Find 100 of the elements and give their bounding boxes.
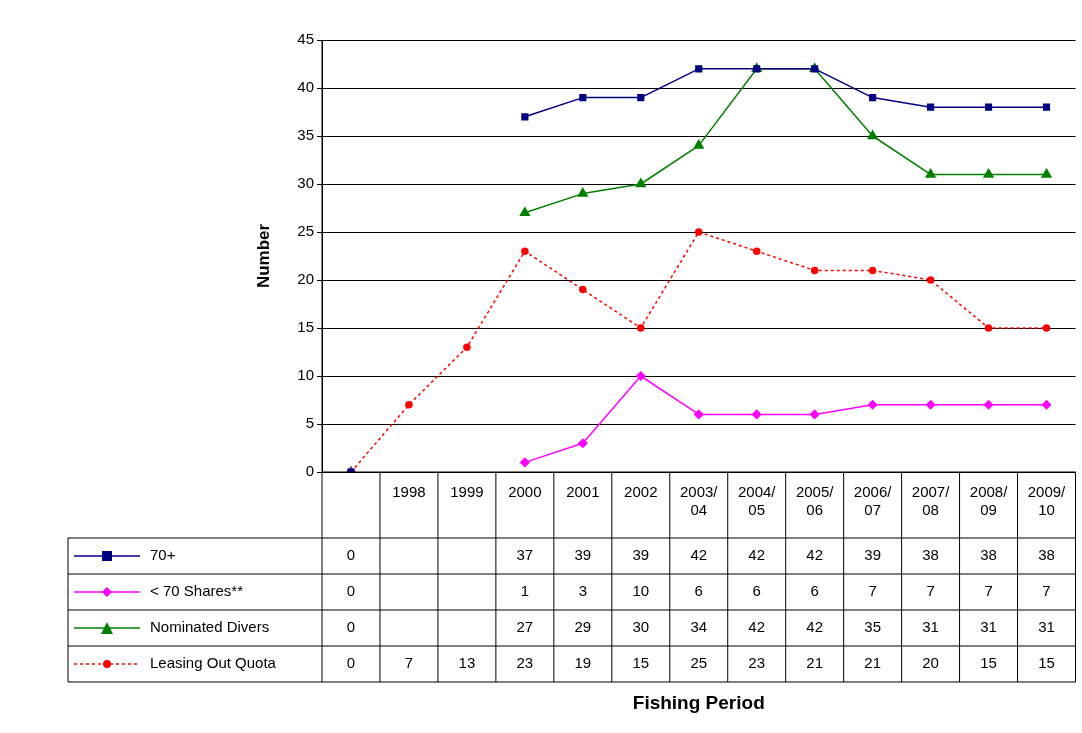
x-tick-label: 1999 [450, 483, 484, 501]
point [984, 324, 993, 332]
point [751, 409, 762, 420]
point [578, 438, 588, 448]
point [579, 285, 587, 294]
legend-label: < 70 Shares** [150, 582, 244, 600]
x-tick-label: 2004/05 [737, 483, 777, 519]
point [867, 400, 878, 410]
point [519, 207, 530, 217]
data-label: 31 [922, 618, 939, 636]
point [869, 94, 877, 102]
data-label: 6 [752, 582, 761, 600]
data-label: 6 [810, 582, 819, 600]
data-label: 42 [748, 618, 766, 636]
data-label: 42 [806, 618, 824, 636]
x-tick-label: 2007/08 [911, 483, 951, 519]
y-tick-label: 25 [297, 222, 314, 240]
data-label: 3 [578, 582, 587, 600]
point [521, 247, 529, 255]
y-tick-label: 15 [297, 318, 314, 336]
data-label: 37 [516, 546, 534, 564]
legend-label: 70+ [150, 546, 176, 564]
data-label: 27 [516, 618, 534, 636]
data-label: 23 [516, 654, 534, 672]
data-label: 29 [574, 618, 592, 636]
point [1041, 168, 1052, 178]
point [637, 324, 645, 332]
x-tick-label: 2006/07 [853, 483, 893, 519]
y-tick-label: 30 [297, 174, 314, 192]
point [695, 228, 703, 236]
data-label: 21 [864, 654, 881, 672]
x-tick-label: 2008/09 [969, 483, 1009, 519]
x-tick-label: 2009/10 [1027, 483, 1067, 519]
data-label: 6 [694, 582, 703, 600]
data-label: 13 [458, 654, 476, 672]
point [579, 94, 587, 102]
x-tick-label: 2003/04 [679, 483, 719, 519]
data-label: 23 [748, 654, 766, 672]
data-label: 25 [690, 654, 708, 672]
point [521, 113, 529, 121]
point [868, 266, 877, 275]
data-label: 30 [632, 618, 650, 636]
data-label: 20 [922, 654, 939, 672]
y-tick-label: 45 [297, 30, 314, 48]
point [1041, 400, 1052, 410]
point [636, 371, 646, 381]
x-tick-label: 2000 [508, 483, 542, 501]
point [925, 400, 936, 410]
point [867, 130, 878, 140]
data-label: 39 [632, 546, 650, 564]
data-label: 39 [574, 546, 592, 564]
point [752, 247, 761, 255]
data-label: 38 [980, 546, 997, 564]
point [694, 409, 704, 420]
x-tick-label: 1998 [392, 483, 426, 501]
y-tick-label: 10 [297, 366, 314, 384]
legend-label: Nominated Divers [150, 618, 270, 636]
data-label: 7 [1042, 582, 1051, 600]
data-label: 19 [574, 654, 592, 672]
y-tick-label: 20 [297, 270, 314, 288]
point [463, 343, 471, 351]
point [577, 187, 588, 197]
data-label: 34 [690, 618, 708, 636]
point [635, 178, 646, 188]
data-label: 42 [806, 546, 824, 564]
point [520, 457, 530, 468]
data-label: 0 [346, 546, 356, 564]
data-label: 0 [346, 654, 356, 672]
point [810, 266, 819, 275]
data-label: 15 [632, 654, 650, 672]
data-label: 21 [806, 654, 824, 672]
text: Fishing Period [632, 692, 765, 714]
data-label: 0 [346, 618, 356, 636]
y-tick-label: 0 [305, 462, 314, 480]
point [637, 94, 645, 102]
data-label: 42 [748, 546, 766, 564]
data-label: 38 [922, 546, 939, 564]
data-label: 7 [404, 654, 414, 672]
point [809, 409, 820, 420]
data-label: 0 [346, 582, 356, 600]
point [984, 103, 993, 111]
point [1042, 324, 1051, 332]
point [405, 401, 413, 409]
point [1042, 103, 1051, 111]
data-label: 15 [1038, 654, 1055, 672]
x-tick-label: 2001 [566, 483, 600, 501]
data-label: 7 [984, 582, 993, 600]
legend-label: Leasing Out Quota [150, 654, 277, 672]
x-tick-label: 2005/06 [795, 483, 835, 519]
x-tick-label: 2002 [624, 483, 658, 501]
data-label: 38 [1038, 546, 1055, 564]
y-tick-label: 35 [297, 126, 314, 144]
data-label: 42 [690, 546, 708, 564]
point [983, 400, 994, 410]
data-label: 7 [926, 582, 935, 600]
data-label: 7 [868, 582, 877, 600]
point [693, 139, 704, 149]
data-label: 1 [520, 582, 530, 600]
point [926, 276, 935, 284]
y-axis-title: Number [253, 223, 273, 289]
